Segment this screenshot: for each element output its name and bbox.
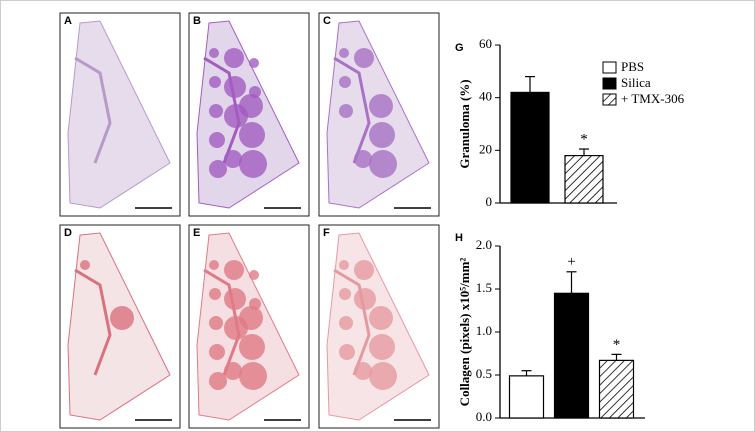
- lesion: [209, 288, 221, 300]
- lesion: [209, 344, 225, 360]
- legend-swatch: [602, 93, 617, 106]
- lesion: [354, 260, 374, 280]
- airway: [333, 268, 371, 376]
- lesion: [209, 316, 223, 330]
- lesion: [209, 372, 227, 390]
- airway: [74, 268, 112, 376]
- lesion: [209, 76, 221, 88]
- lesion: [209, 132, 225, 148]
- tissue-image: [196, 20, 300, 209]
- panel-label: G: [455, 42, 464, 54]
- significance-mark: +: [567, 254, 575, 270]
- lesion: [339, 344, 355, 360]
- airway: [74, 56, 112, 164]
- lesion: [369, 150, 397, 178]
- lesion: [209, 160, 227, 178]
- panel-label: B: [193, 15, 201, 27]
- significance-mark: *: [613, 337, 621, 353]
- lesion: [369, 94, 393, 118]
- lesion: [249, 270, 259, 280]
- lesion: [224, 76, 246, 98]
- lesion: [224, 362, 242, 380]
- tissue-image: [326, 232, 430, 421]
- y-tick-label: 1.5: [476, 280, 492, 295]
- lesion: [209, 104, 223, 118]
- lesion: [354, 150, 372, 168]
- legend-label: Silica: [621, 75, 651, 90]
- airway: [203, 56, 241, 164]
- lesion: [224, 288, 246, 310]
- y-tick-label: 1.0: [476, 323, 492, 338]
- lesion: [339, 48, 349, 58]
- lesion: [209, 48, 219, 58]
- airway: [333, 56, 371, 164]
- lesion: [339, 76, 351, 88]
- bar: [564, 155, 604, 204]
- lesion: [209, 260, 219, 270]
- lesion: [239, 362, 267, 390]
- lesion: [224, 150, 242, 168]
- bar: [508, 375, 545, 419]
- lesion: [80, 260, 90, 270]
- lesion: [354, 288, 376, 310]
- panel-label: D: [64, 227, 72, 239]
- bar: [598, 359, 635, 419]
- lesion: [249, 298, 261, 310]
- legend-swatch: [602, 77, 617, 90]
- y-tick-label: 0.0: [476, 409, 492, 424]
- lesion: [224, 260, 244, 280]
- y-axis-label: Granuloma (%): [457, 79, 472, 168]
- legend-label: PBS: [621, 59, 644, 74]
- tissue-image: [67, 20, 171, 209]
- panel-label: H: [455, 232, 463, 244]
- lesion: [224, 104, 248, 128]
- tissue-image: [196, 232, 300, 421]
- lesion: [224, 316, 248, 340]
- bar: [553, 292, 590, 419]
- lesion: [249, 86, 261, 98]
- lesion: [339, 316, 353, 330]
- histology-panels: A B C D E F: [59, 12, 440, 429]
- airway: [203, 268, 241, 376]
- lesion: [339, 260, 349, 270]
- lesion: [369, 122, 395, 148]
- y-tick-label: 0.5: [476, 366, 492, 381]
- y-tick-label: 60: [479, 36, 492, 51]
- legend-swatch: [602, 61, 617, 74]
- panel-label: F: [323, 227, 330, 239]
- y-tick-label: 40: [479, 89, 492, 104]
- lesion: [239, 334, 265, 360]
- lesion: [354, 362, 372, 380]
- lesion: [354, 48, 374, 68]
- panel-label: A: [64, 15, 72, 27]
- y-tick-label: 20: [479, 141, 492, 156]
- y-axis-label: Collagen (pixels) x10⁵/mm²: [457, 258, 472, 407]
- lesion: [224, 48, 244, 68]
- panel-label: E: [193, 227, 200, 239]
- tissue-image: [67, 232, 171, 421]
- lesion: [249, 58, 259, 68]
- lesion: [369, 306, 393, 330]
- lesion: [369, 362, 397, 390]
- lesion: [239, 122, 265, 148]
- lesion: [239, 150, 267, 178]
- legend-label: + TMX-306: [621, 91, 685, 106]
- panel-label: C: [323, 15, 331, 27]
- lesion: [339, 288, 351, 300]
- lesion: [369, 334, 395, 360]
- y-tick-label: 2.0: [476, 237, 492, 252]
- significance-mark: *: [580, 131, 588, 147]
- lesion: [110, 306, 134, 330]
- lesion: [339, 104, 353, 118]
- tissue-image: [326, 20, 430, 209]
- bar: [510, 91, 550, 204]
- y-tick-label: 0: [486, 194, 493, 209]
